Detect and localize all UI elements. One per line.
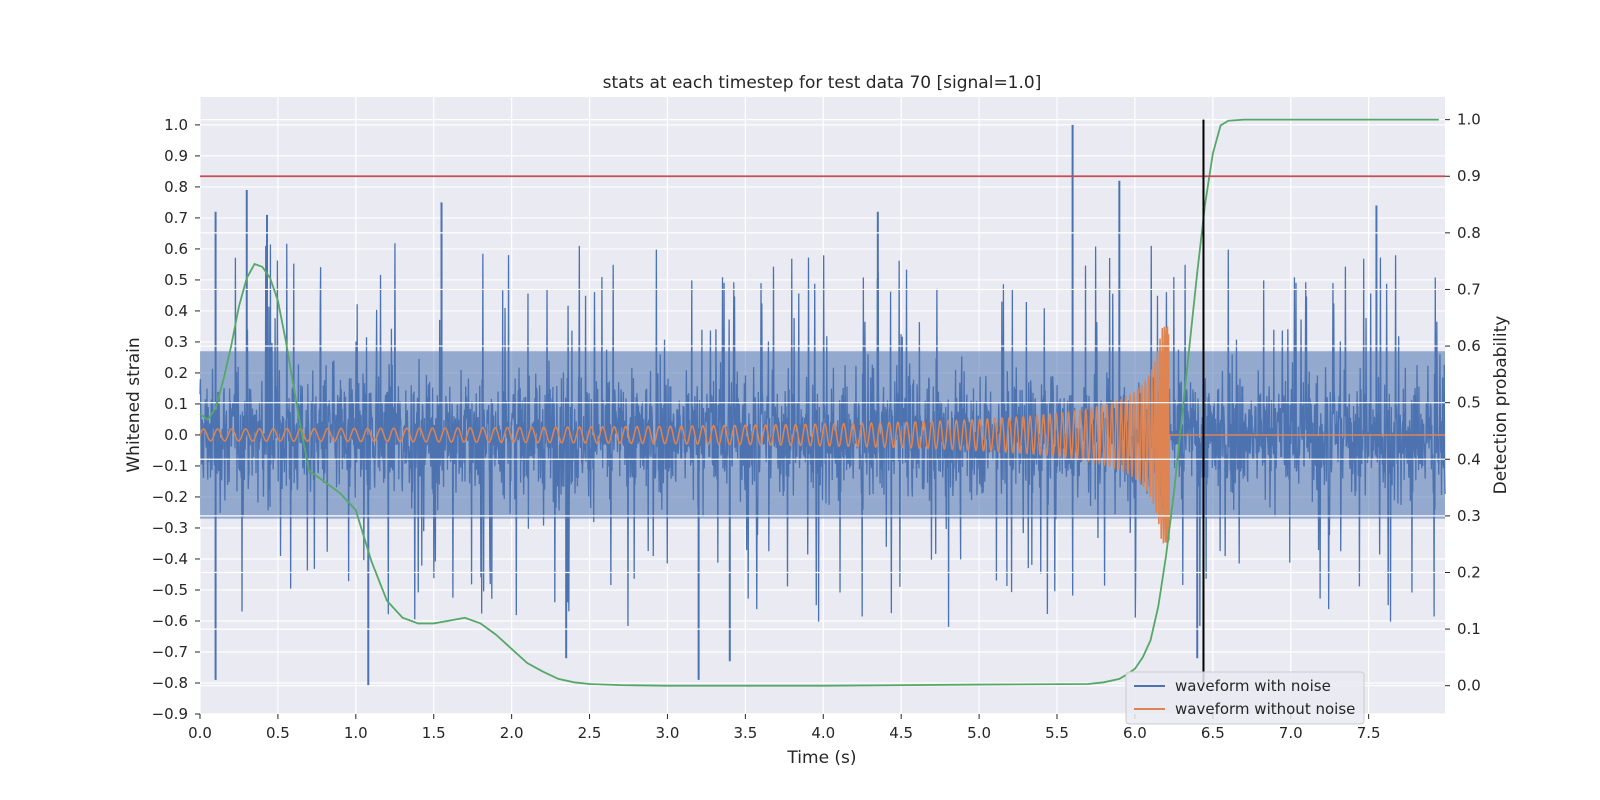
- x-tick-label: 1.0: [344, 724, 368, 742]
- y-left-tick-label: 1.0: [164, 116, 188, 134]
- y-left-tick-label: −0.8: [152, 674, 188, 692]
- y-left-tick-label: 0.8: [164, 178, 188, 196]
- y-right-tick-label: 0.5: [1457, 394, 1481, 412]
- y-right-tick-label: 0.9: [1457, 167, 1481, 185]
- y-left-tick-label: 0.9: [164, 147, 188, 165]
- x-tick-label: 6.0: [1123, 724, 1147, 742]
- x-tick-label: 6.5: [1201, 724, 1225, 742]
- y-axis-label-right: Detection probability: [1491, 316, 1511, 495]
- x-tick-label: 3.0: [656, 724, 680, 742]
- x-tick-label: 7.5: [1357, 724, 1381, 742]
- y-left-tick-label: 0.5: [164, 271, 188, 289]
- x-tick-label: 2.0: [500, 724, 524, 742]
- y-left-tick-label: 0.3: [164, 333, 188, 351]
- x-tick-label: 3.5: [733, 724, 757, 742]
- y-left-tick-label: −0.6: [152, 612, 188, 630]
- y-right-tick-label: 0.2: [1457, 563, 1481, 581]
- x-tick-label: 0.5: [266, 724, 290, 742]
- series-layer: [199, 124, 1446, 687]
- y-axis-label-left: Whitened strain: [124, 337, 144, 472]
- x-axis-label: Time (s): [786, 748, 856, 768]
- x-tick-label: 4.5: [889, 724, 913, 742]
- y-left-tick-label: −0.1: [152, 457, 188, 475]
- y-right-tick-label: 0.7: [1457, 280, 1481, 298]
- legend-label-noise: waveform with noise: [1175, 677, 1331, 695]
- y-left-tick-label: −0.7: [152, 643, 188, 661]
- legend: waveform with noise waveform without noi…: [1125, 671, 1365, 725]
- y-left-tick-label: −0.5: [152, 581, 188, 599]
- y-right-tick-label: 0.1: [1457, 620, 1481, 638]
- y-left-tick-label: 0.0: [164, 426, 188, 444]
- y-left-tick-label: 0.1: [164, 395, 188, 413]
- x-tick-label: 1.5: [422, 724, 446, 742]
- series-detection-probability: [199, 118, 1439, 687]
- y-left-tick-label: 0.7: [164, 209, 188, 227]
- y-left-tick-label: 0.4: [164, 302, 188, 320]
- y-left-tick-label: −0.2: [152, 488, 188, 506]
- y-right-tick-label: 0.3: [1457, 507, 1481, 525]
- x-tick-label: 4.0: [811, 724, 835, 742]
- y-left-tick-label: 0.6: [164, 240, 188, 258]
- y-right-tick-label: 0.6: [1457, 337, 1481, 355]
- y-left-tick-label: −0.9: [152, 705, 188, 723]
- axes-layer: 0.0 0.5 1.0 1.5 2.0 2.5 3.0 3.5 4.0 4.5 5.0 5.5 6.0 6…: [152, 111, 1481, 742]
- legend-box: [1125, 671, 1365, 725]
- x-tick-label: 5.5: [1045, 724, 1069, 742]
- y-right-tick-label: 0.8: [1457, 224, 1481, 242]
- x-tick-label: 7.0: [1279, 724, 1303, 742]
- legend-label-clean: waveform without noise: [1175, 700, 1355, 718]
- y-left-tick-label: −0.3: [152, 519, 188, 537]
- x-tick-label: 0.0: [188, 724, 212, 742]
- chart-title: stats at each timestep for test data 70 …: [603, 73, 1042, 93]
- x-tick-label: 2.5: [578, 724, 602, 742]
- annotation-layer: [199, 118, 1445, 687]
- y-right-tick-label: 0.0: [1457, 677, 1481, 695]
- y-right-tick-label: 0.4: [1457, 450, 1481, 468]
- y-left-tick-label: −0.4: [152, 550, 188, 568]
- y-right-tick-label: 1.0: [1457, 111, 1481, 129]
- y-left-tick-label: 0.2: [164, 364, 188, 382]
- series-waveform-without-noise: [199, 326, 1445, 544]
- x-tick-label: 5.0: [967, 724, 991, 742]
